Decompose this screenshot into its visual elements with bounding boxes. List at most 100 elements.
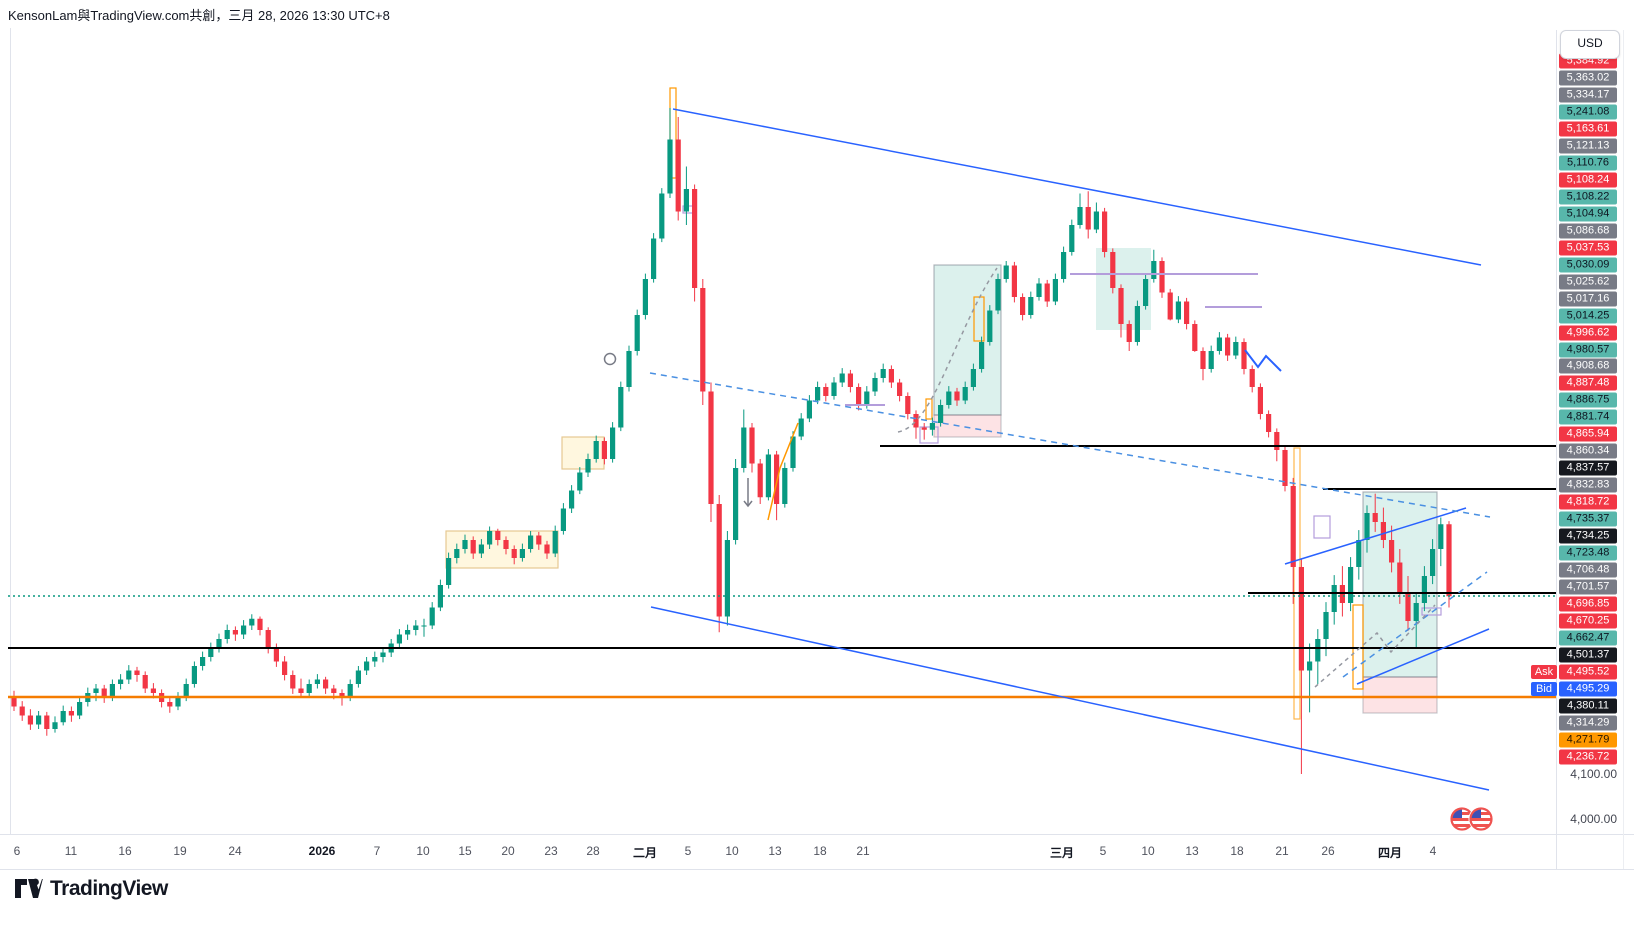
candle-body xyxy=(1430,549,1436,576)
currency-button[interactable]: USD xyxy=(1560,30,1620,59)
candle-body xyxy=(314,679,320,684)
time-axis-label: 24 xyxy=(228,844,242,858)
time-axis[interactable]: 6 11 16 19 24 2026 7 10 15 20 23 28 二月 5 10 13 18 21 三月 5 10… xyxy=(0,835,1634,869)
candle-body xyxy=(1315,639,1321,662)
price-badge: 4,701.57 xyxy=(1559,579,1617,595)
candle-body xyxy=(191,666,197,684)
tradingview-logo-text: TradingView xyxy=(50,877,168,900)
candle-body xyxy=(1438,524,1444,549)
drawing-box xyxy=(919,426,939,444)
candle-body xyxy=(946,391,952,405)
candle-body xyxy=(1372,513,1378,522)
price-badge: 5,121.13 xyxy=(1559,138,1617,154)
candle-body xyxy=(1184,301,1190,324)
candle-body xyxy=(36,715,42,725)
candle-body xyxy=(347,684,353,698)
tradingview-logo[interactable]: TradingView xyxy=(14,876,168,902)
candle-body xyxy=(429,607,435,626)
price-axis[interactable]: 5,384.92 5,363.02 5,334.17 5,241.08 5,163.61… xyxy=(1526,0,1634,869)
candle-body xyxy=(273,648,279,662)
trend-line xyxy=(1342,571,1488,678)
time-axis-label: 20 xyxy=(501,844,515,858)
candle-body xyxy=(757,463,763,498)
time-axis-label: 2026 xyxy=(308,844,336,858)
drawing-boxes[interactable] xyxy=(445,87,1442,720)
polyline-drawing xyxy=(767,422,799,521)
time-axis-label: 5 xyxy=(1099,844,1107,858)
candle-body xyxy=(421,625,427,627)
price-badge: 4,832.83 xyxy=(1559,477,1617,493)
candle-body xyxy=(1143,279,1149,306)
candle-body xyxy=(897,382,903,396)
candle-body xyxy=(1175,301,1181,320)
price-axis-border xyxy=(1556,30,1557,869)
candle-body xyxy=(27,715,33,725)
time-axis-label: 26 xyxy=(1321,844,1335,858)
candle-body xyxy=(1331,585,1337,612)
candle-body xyxy=(11,697,17,707)
candle-body xyxy=(1307,661,1313,671)
candle-body xyxy=(1282,450,1288,486)
candle-body xyxy=(749,427,755,464)
candle-body xyxy=(224,630,230,639)
price-badge: 5,037.53 xyxy=(1559,240,1617,256)
candle-body xyxy=(470,540,476,554)
price-badge: 4,495.52 xyxy=(1559,664,1617,680)
polyline-drawing xyxy=(1314,604,1436,688)
price-badge: 5,104.94 xyxy=(1559,206,1617,222)
drawing-lines[interactable] xyxy=(8,108,1556,791)
candle-body xyxy=(413,625,419,630)
candle-body xyxy=(1225,337,1231,356)
price-tick-label: 4,100.00 xyxy=(1570,767,1617,781)
candle-body xyxy=(101,688,107,698)
candle-body xyxy=(380,652,386,657)
candle-body xyxy=(593,441,599,459)
candle-body xyxy=(987,310,993,342)
candle-body xyxy=(1151,261,1157,279)
candle-body xyxy=(1298,567,1304,671)
candle-body xyxy=(1348,567,1354,603)
candle-body xyxy=(372,657,378,662)
trend-line xyxy=(1284,507,1467,565)
candle-body xyxy=(544,544,550,554)
candle-body xyxy=(667,139,673,194)
price-badge: 4,818.72 xyxy=(1559,494,1617,510)
candle-body xyxy=(577,472,583,491)
time-axis-label: 23 xyxy=(544,844,558,858)
price-badge: 4,696.85 xyxy=(1559,596,1617,612)
price-badge: 4,881.74 xyxy=(1559,409,1617,425)
price-badge: 5,108.22 xyxy=(1559,189,1617,205)
drawing-box xyxy=(933,414,1002,438)
candle-body xyxy=(1052,279,1058,302)
candle-body xyxy=(1233,342,1239,356)
candle-body xyxy=(1249,369,1255,387)
candle-body xyxy=(970,369,976,387)
candle-body xyxy=(741,427,747,468)
time-axis-label: 21 xyxy=(856,844,870,858)
candle-body xyxy=(495,531,501,540)
candle-body xyxy=(1364,513,1370,540)
drawing-markers[interactable] xyxy=(603,352,753,508)
candle-body xyxy=(339,693,345,698)
candle-body xyxy=(626,351,632,387)
down-arrow-head xyxy=(743,500,753,508)
price-badge: 4,706.48 xyxy=(1559,562,1617,578)
candle-body xyxy=(232,630,238,635)
candle-body xyxy=(962,387,968,401)
time-axis-label: 11 xyxy=(64,844,78,858)
price-tick-label: 4,000.00 xyxy=(1570,812,1617,826)
price-badge: 4,723.48 xyxy=(1559,545,1617,561)
time-axis-label: 15 xyxy=(458,844,472,858)
time-axis-label: 7 xyxy=(373,844,381,858)
candle-body xyxy=(1356,540,1362,567)
symbol-flags-icon xyxy=(1450,806,1494,832)
candle-body xyxy=(93,688,99,693)
candle-body xyxy=(306,684,312,693)
time-axis-label: 28 xyxy=(586,844,600,858)
price-badge: 4,908.68 xyxy=(1559,358,1617,374)
candle-body xyxy=(126,670,132,680)
time-axis-label: 6 xyxy=(13,844,21,858)
price-badge: 4,236.72 xyxy=(1559,749,1617,765)
